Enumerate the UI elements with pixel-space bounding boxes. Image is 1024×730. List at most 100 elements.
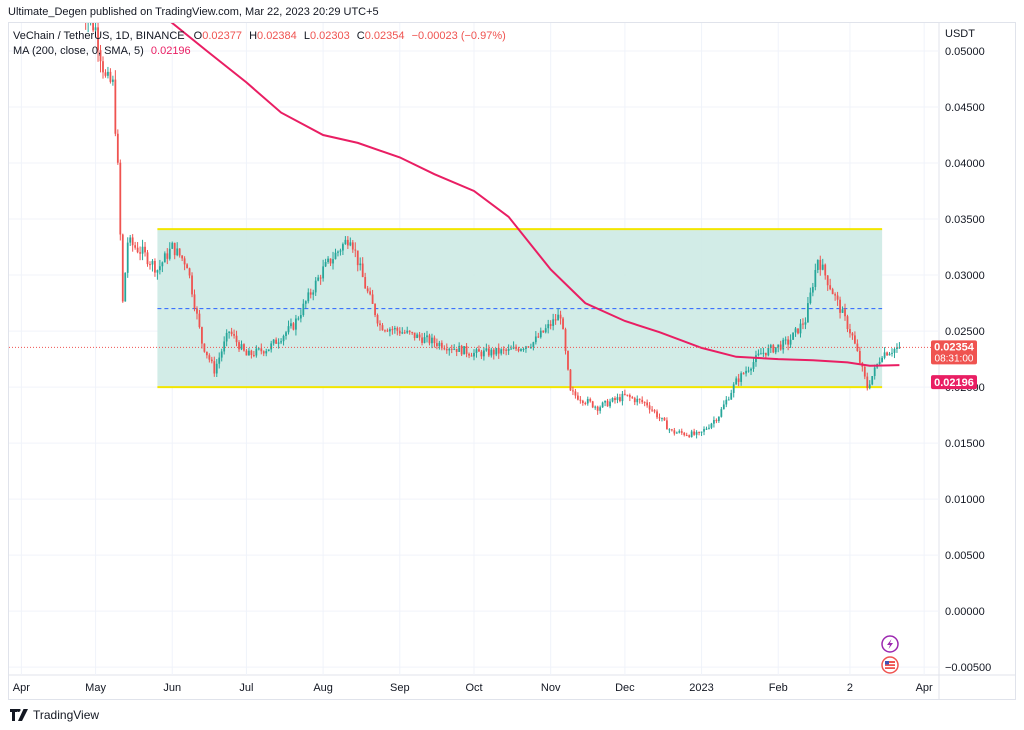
candle-body xyxy=(295,318,297,330)
candle xyxy=(416,332,419,339)
candle xyxy=(144,241,146,257)
candle-body xyxy=(878,361,881,364)
time-axis[interactable]: Apr May Jun Jul Aug Sep Oct Nov Dec 2023 Feb 2 Apr xyxy=(13,682,933,694)
candle-body xyxy=(287,326,290,333)
candle-body xyxy=(581,400,584,403)
candle xyxy=(342,242,344,256)
legend-change: −0.00023 (−0.97%) xyxy=(412,30,506,42)
candle-body xyxy=(631,397,634,399)
candle-body xyxy=(327,258,329,263)
candle-body xyxy=(354,249,357,251)
candle-body xyxy=(389,329,391,332)
candle xyxy=(90,23,92,26)
us-flag-icon[interactable] xyxy=(881,656,899,674)
candle-body xyxy=(275,339,278,344)
x-tick-label: 2 xyxy=(847,682,853,694)
candle xyxy=(584,401,587,406)
candle-body xyxy=(423,337,426,343)
candle-body xyxy=(807,303,809,323)
candle-body xyxy=(322,266,325,279)
candle-body xyxy=(891,352,893,354)
candle xyxy=(146,249,149,267)
candle-body xyxy=(99,50,102,62)
candle xyxy=(210,356,213,364)
candle xyxy=(621,390,624,406)
candle xyxy=(92,23,94,33)
candle xyxy=(314,277,317,297)
candle-body xyxy=(539,330,542,338)
candle xyxy=(426,330,428,343)
candle xyxy=(680,428,683,435)
candle xyxy=(896,343,898,353)
candle-body xyxy=(121,234,124,302)
candle xyxy=(510,345,513,350)
candle xyxy=(295,314,297,336)
candle xyxy=(594,405,597,410)
candle-body xyxy=(391,329,394,331)
candle xyxy=(114,70,117,137)
candle-body xyxy=(270,343,273,350)
candle-body xyxy=(282,335,285,342)
candle xyxy=(181,255,184,262)
candle-body xyxy=(245,350,248,356)
candle-body xyxy=(868,384,871,389)
candle xyxy=(361,257,364,278)
candle-body xyxy=(638,398,641,400)
range-box[interactable] xyxy=(157,228,883,389)
candle-body xyxy=(839,299,841,313)
candle xyxy=(423,332,426,344)
candle-body xyxy=(713,420,715,424)
candle-body xyxy=(821,264,824,270)
candle xyxy=(809,287,812,305)
candle xyxy=(534,331,537,345)
ma-200-line[interactable] xyxy=(118,23,900,367)
candle xyxy=(799,319,802,338)
chart-container[interactable]: 0.05000 0.04500 0.04000 0.03500 0.03000 0.025… xyxy=(8,22,1016,700)
candle-body xyxy=(94,27,97,31)
x-tick-label: Nov xyxy=(541,682,561,694)
candle xyxy=(356,250,359,272)
candlestick-chart[interactable]: 0.05000 0.04500 0.04000 0.03500 0.03000 0.025… xyxy=(9,23,1015,699)
lightning-icon[interactable] xyxy=(881,635,899,653)
candle xyxy=(614,396,616,404)
candle xyxy=(866,372,869,391)
candle xyxy=(854,331,856,345)
candle-body xyxy=(146,252,149,265)
legend-low: 0.02303 xyxy=(310,30,350,42)
candle-body xyxy=(863,366,866,377)
candle xyxy=(334,248,337,260)
candle xyxy=(134,241,137,250)
candle xyxy=(487,344,490,358)
candle-body xyxy=(564,329,567,351)
legend-high: 0.02384 xyxy=(257,30,297,42)
candle xyxy=(225,329,228,347)
candle-body xyxy=(623,393,626,395)
x-tick-label: Dec xyxy=(615,682,635,694)
x-tick-label: Sep xyxy=(390,682,410,694)
candle xyxy=(376,313,379,327)
candle-body xyxy=(589,399,592,402)
candle-body xyxy=(297,318,300,320)
candle xyxy=(379,320,381,331)
candle-body xyxy=(97,27,99,51)
candle xyxy=(623,389,626,396)
candle-body xyxy=(648,405,651,410)
candle-body xyxy=(102,61,104,73)
x-tick-label: Aug xyxy=(313,682,333,694)
candle xyxy=(468,352,470,359)
price-axis[interactable]: 0.05000 0.04500 0.04000 0.03500 0.03000 0.025… xyxy=(945,28,991,674)
candle-body xyxy=(814,270,817,287)
legend-row-1: VeChain / TetherUS, 1D, BINANCE O0.02377… xyxy=(13,30,506,42)
candle xyxy=(386,328,389,333)
candle-body xyxy=(381,325,384,331)
candle xyxy=(307,288,310,304)
candle xyxy=(109,68,112,84)
candle xyxy=(158,259,161,275)
candle-body xyxy=(255,348,258,356)
candle xyxy=(203,343,206,353)
candle xyxy=(121,233,124,303)
candle-body xyxy=(151,260,154,265)
candle xyxy=(104,69,107,78)
candle xyxy=(371,289,374,305)
candle-body xyxy=(792,332,794,340)
